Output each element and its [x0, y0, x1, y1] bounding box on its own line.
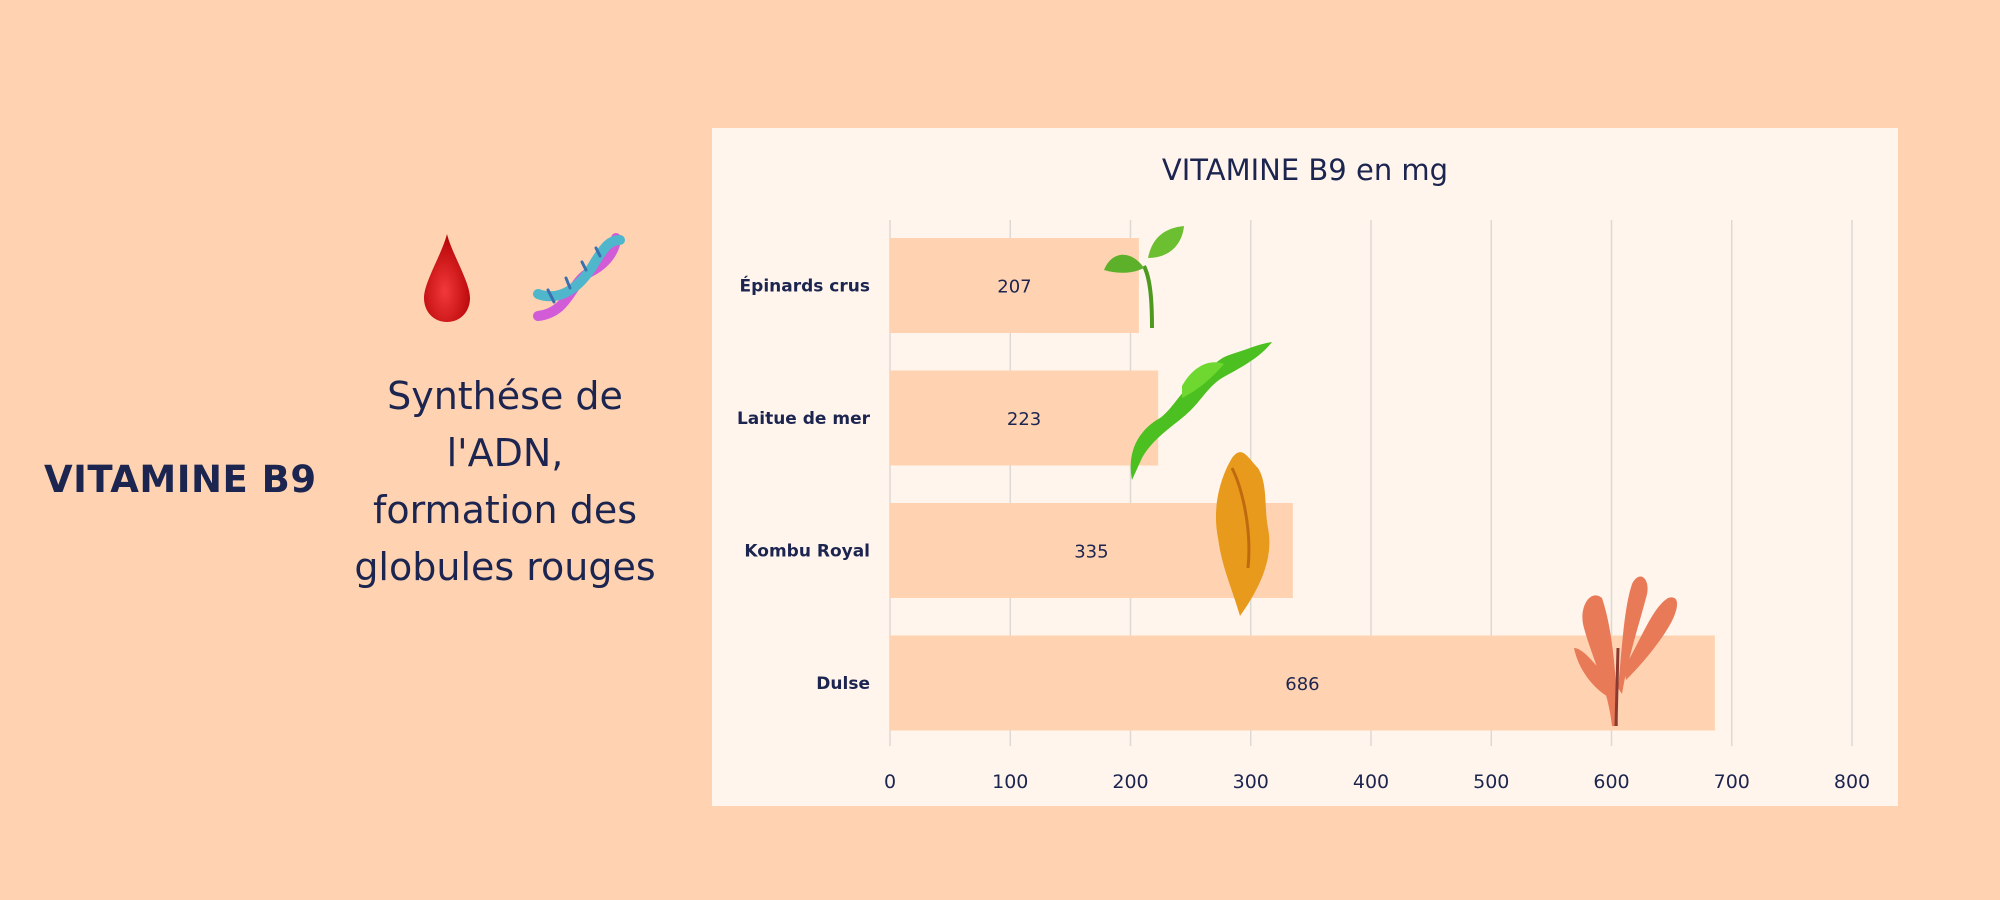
bar — [890, 238, 1139, 333]
x-tick-label: 700 — [1714, 771, 1750, 793]
plant-illustrations — [1104, 226, 1678, 727]
dulse-icon — [1574, 576, 1678, 727]
page-heading: VITAMINE B9 — [44, 458, 317, 501]
chart-title: VITAMINE B9 en mg — [1162, 153, 1448, 187]
dna-icon — [533, 233, 625, 321]
sea-lettuce-icon — [1130, 342, 1272, 480]
data-label: 335 — [1074, 542, 1108, 563]
description: Synthése de l'ADN, formation des globule… — [340, 368, 670, 596]
x-tick-label: 600 — [1593, 771, 1629, 793]
x-tick-label: 100 — [992, 771, 1028, 793]
x-tick-label: 0 — [884, 771, 896, 793]
category-label: Épinards crus — [740, 275, 870, 297]
description-line: globules rouges — [354, 545, 656, 589]
x-tick-label: 500 — [1473, 771, 1509, 793]
category-label: Laitue de mer — [737, 409, 871, 429]
description-line: Synthése de — [387, 374, 623, 418]
x-tick-label: 300 — [1233, 771, 1269, 793]
x-tick-label: 800 — [1834, 771, 1870, 793]
sprout-icon — [1104, 226, 1184, 329]
category-label: Kombu Royal — [744, 542, 870, 562]
bar — [890, 370, 1159, 466]
icon-row — [424, 233, 625, 322]
description-line: formation des — [372, 488, 638, 532]
kombu-icon — [1215, 452, 1270, 616]
data-label: 223 — [1007, 409, 1041, 430]
blood-drop-icon — [424, 234, 470, 322]
chart-panel: VITAMINE B9 en mg 0 100 200 300 400 500 600 700… — [712, 128, 1898, 806]
category-label: Dulse — [816, 674, 870, 694]
data-label: 207 — [997, 277, 1031, 298]
x-tick-label: 400 — [1353, 771, 1389, 793]
description-line: l'ADN, — [446, 431, 564, 475]
x-tick-label: 200 — [1112, 771, 1148, 793]
bar-chart: VITAMINE B9 en mg 0 100 200 300 400 500 600 700… — [737, 153, 1870, 793]
data-label: 686 — [1285, 674, 1319, 695]
